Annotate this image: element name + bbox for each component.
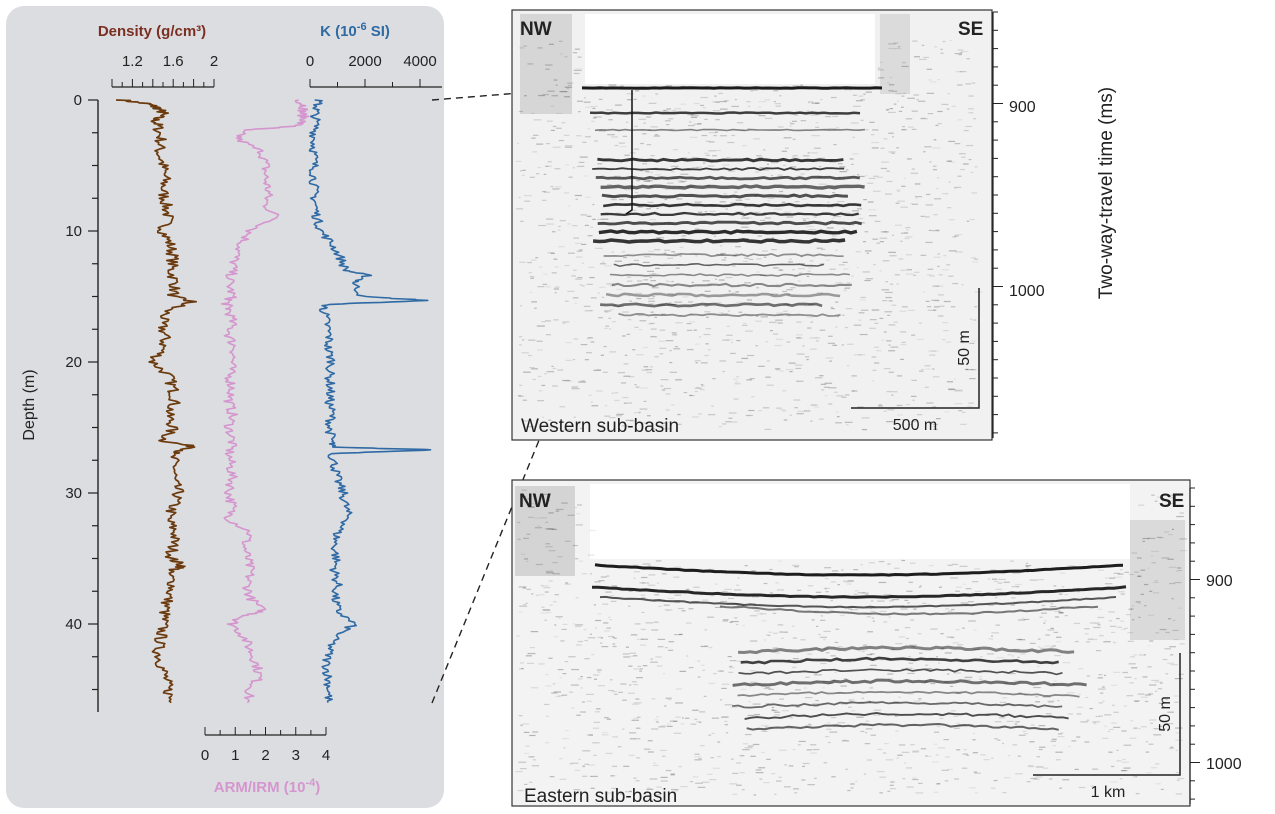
west-reflector [597,157,844,163]
eastern-seismic-image [515,484,1188,796]
west-reflector [589,111,861,115]
arm-title-sup: -4 [305,777,316,789]
east-slope-left [515,486,575,576]
arm-axis-title: ARM/IRM (10-4) [214,777,320,796]
k-title-prefix: K (10 [320,23,357,40]
k-tick-label: 4000 [403,53,436,70]
k-title-sup: -6 [357,21,367,33]
west-reflector [613,263,824,267]
western-profile-frame [511,9,993,441]
west-reflector [609,273,850,277]
west-water-column [585,14,875,84]
arm-title-prefix: ARM/IRM (10 [214,779,306,796]
depth-tick-label: 10 [65,223,82,240]
k-axis-title: K (10-6 SI) [320,21,390,40]
east-reflector [592,585,1127,599]
arm-tick-label: 4 [322,747,330,764]
western-twt-900: 900 [1009,99,1036,116]
eastern-twt-900: 900 [1206,573,1233,590]
arm-irm-curve [220,99,310,704]
western-twt-axis [992,11,1003,438]
east-reflector [746,722,1059,731]
eastern-twt-axis [1189,487,1200,804]
eastern-panel-label: Eastern sub-basin [524,786,677,807]
well-log-panel: Density (g/cm³) K (10-6 SI) ARM/IRM (10-… [6,6,444,808]
western-scale-vertical: 50 m [956,330,973,366]
east-reflector [594,563,1124,577]
east-reflector [744,712,1069,721]
core-location-marker [625,90,633,215]
west-reflector [592,238,846,244]
log-curves [116,99,432,704]
twt-axis-title: Two-way-travel time (ms) [1096,87,1117,299]
west-reflector [605,292,841,298]
depth-tick-label: 20 [65,354,82,371]
k-tick-label: 2000 [348,53,381,70]
west-reflector [611,282,852,288]
east-reflector [738,645,1075,655]
density-tick-label: 1.6 [163,53,184,70]
west-reflector [603,202,862,208]
depth-tick-label: 0 [74,92,82,109]
depth-tick-label: 30 [65,485,82,502]
density-curve [116,99,198,704]
west-reflector [600,211,859,217]
western-scale-horizontal: 500 m [893,417,937,434]
eastern-nw-label: NW [519,491,551,512]
west-reflector [600,184,865,190]
east-reflector [719,605,1099,616]
eastern-scale-horizontal: 1 km [1091,784,1126,801]
east-reflector [732,701,1063,709]
eastern-twt-1000: 1000 [1206,756,1242,773]
density-axis-title: Density (g/cm³) [98,23,206,40]
west-reflector [592,167,845,171]
west-reflector [595,175,861,181]
arm-tick-label: 3 [292,747,300,764]
eastern-scale-vertical: 50 m [1157,696,1174,732]
west-reflector [581,86,883,90]
western-nw-label: NW [520,19,552,40]
west-reflector [597,220,863,226]
k-title-suffix: SI) [367,23,390,40]
arm-title-suffix: ) [315,779,320,796]
east-reflector [740,656,1059,665]
arm-tick-label: 0 [201,747,209,764]
arm-tick-label: 1 [231,747,239,764]
west-reflector [600,302,823,308]
west-reflector [594,128,866,132]
east-slope-right [1130,520,1185,640]
eastern-seismic-panel: NW SE Eastern sub-basin 1 km 50 m 900 10… [511,479,1242,807]
density-tick-label: 2 [210,53,218,70]
connector-bottom [431,211,633,704]
east-reflector [732,678,1087,687]
western-seismic-image [515,14,983,431]
density-tick-label: 1.2 [122,53,143,70]
western-panel-label: Western sub-basin [521,416,679,437]
depth-tick-label: 40 [65,616,82,633]
east-water-column [590,484,1130,559]
log-panel-background [6,6,444,808]
k-curve [308,99,432,703]
depth-axis-title: Depth (m) [21,369,38,440]
eastern-scale-bar [1033,653,1181,776]
west-reflector [618,312,841,318]
east-reflector [599,595,1117,609]
west-slope-left [520,14,572,114]
eastern-se-label: SE [1159,491,1184,512]
western-seismic-panel: NW SE Western sub-basin 500 m 50 m 900 1… [511,9,1045,441]
west-slope-right [880,14,910,94]
western-scale-bar [851,288,980,409]
west-reflector [603,252,844,258]
east-reflector [737,690,1080,698]
east-reflector [738,668,1063,676]
k-tick-label: 0 [306,53,314,70]
west-reflector [598,229,858,235]
arm-tick-label: 2 [261,747,269,764]
western-se-label: SE [958,19,983,40]
west-reflector [601,193,848,199]
western-twt-1000: 1000 [1009,283,1045,300]
